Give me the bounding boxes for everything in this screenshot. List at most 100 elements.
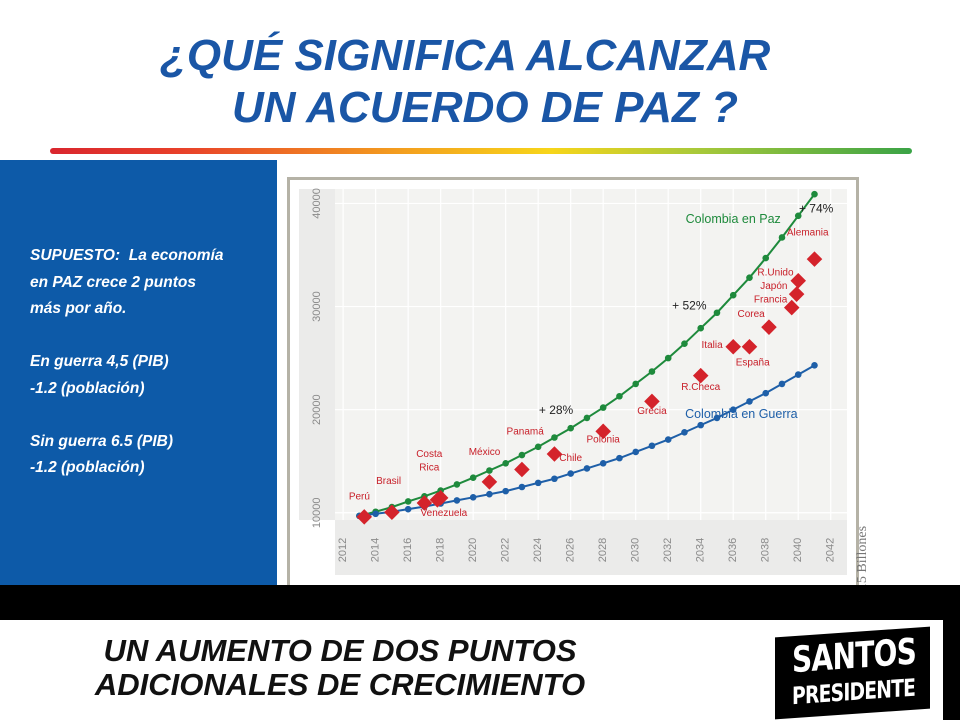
gdp-projection-chart: 2012 2014 2016 2018 2020 2022 2024 2026 2028 2030… — [299, 188, 847, 575]
war-data-point — [664, 436, 672, 443]
peace-data-point — [681, 340, 688, 347]
plot-background — [335, 189, 847, 520]
country-marker — [692, 367, 709, 384]
peace-data-point — [762, 254, 770, 262]
peace-data-point — [794, 212, 802, 220]
x-tick-label: 2032 — [662, 538, 674, 562]
title-line-1: ¿QUÉ SIGNIFICA ALCANZAR — [160, 31, 771, 80]
black-band — [0, 585, 960, 620]
peace-data-point — [713, 309, 721, 317]
x-tick-label: 2022 — [500, 538, 512, 562]
war-data-point — [502, 487, 509, 495]
x-tick-label: 2040 — [792, 538, 804, 562]
war-data-point — [697, 421, 705, 429]
x-tick-label: 2042 — [825, 538, 837, 562]
peace-data-point — [811, 190, 818, 198]
war-data-point — [794, 371, 802, 378]
war-data-point — [713, 414, 721, 422]
country-label: España — [736, 357, 770, 368]
war-data-point — [811, 362, 818, 369]
country-label: Francia — [754, 294, 788, 305]
growth-annotation: + 74% — [799, 202, 834, 216]
war-series-label: Colombia en Guerra — [685, 407, 798, 421]
x-tick-label: 2012 — [337, 538, 349, 562]
country-label: Italia — [702, 340, 724, 351]
country-label: Costa — [416, 449, 443, 460]
x-tick-label: 2018 — [435, 538, 447, 562]
war-data-point — [616, 454, 623, 462]
peace-data-point — [697, 324, 705, 332]
x-tick-label: 2034 — [695, 538, 707, 562]
country-label: Polonia — [587, 435, 621, 446]
x-tick-label: 2028 — [597, 538, 609, 562]
bottom-line-2: ADICIONALES DE CRECIMIENTO — [94, 667, 586, 702]
peace-series-label: Colombia en Paz — [686, 212, 781, 226]
x-tick-label: 2014 — [370, 538, 382, 562]
peace-data-point — [599, 404, 607, 411]
country-label: México — [469, 447, 501, 458]
war-data-point — [632, 448, 639, 456]
peace-data-point — [567, 424, 574, 432]
rainbow-divider — [50, 148, 912, 154]
x-tick-label: 2016 — [402, 538, 414, 562]
country-marker — [481, 474, 498, 490]
unit-label-text: 15 Billones — [855, 525, 871, 591]
peace-data-point — [518, 451, 526, 459]
logo-line-1: SANTOS — [792, 631, 917, 682]
war-data-point — [599, 459, 607, 467]
country-marker — [761, 319, 777, 335]
country-label: R.Unido — [757, 268, 794, 279]
x-tick-label: 2026 — [565, 538, 577, 562]
war-data-point — [518, 483, 526, 491]
x-tick-label: 2020 — [467, 538, 479, 562]
y-tick-label: 30000 — [311, 291, 323, 322]
country-label: R.Checa — [681, 382, 720, 393]
country-label: Venezuela — [421, 508, 468, 519]
country-label: Rica — [419, 463, 439, 474]
x-tick-label: 2030 — [630, 538, 642, 562]
peace-data-point — [551, 434, 558, 441]
war-data-point — [583, 465, 591, 472]
peace-data-point — [583, 414, 591, 422]
x-tick-label: 2038 — [760, 538, 772, 562]
peace-data-point — [404, 498, 412, 505]
war-data-point — [469, 494, 477, 501]
country-marker — [788, 286, 805, 302]
title-line-2: UN ACUERDO DE PAZ ? — [232, 83, 738, 132]
war-data-point — [486, 490, 493, 498]
x-tick-label: 2024 — [532, 538, 544, 562]
y-tick-label: 20000 — [311, 394, 323, 425]
peace-data-point — [469, 474, 477, 482]
country-marker — [546, 446, 563, 462]
y-axis-band — [299, 189, 335, 520]
war-data-point — [681, 429, 688, 436]
war-data-point — [551, 475, 558, 483]
war-data-point — [567, 470, 574, 477]
black-edge — [943, 585, 960, 720]
war-data-point — [453, 497, 461, 504]
peace-data-point — [486, 467, 493, 474]
bottom-line-1: UN AUMENTO DE DOS PUNTOS — [103, 633, 577, 668]
bottom-message: UN AUMENTO DE DOS PUNTOS ADICIONALES DE … — [30, 634, 650, 702]
peace-data-point — [453, 481, 461, 488]
peace-data-point — [616, 392, 623, 400]
country-label: Brasil — [376, 476, 401, 487]
war-data-point — [778, 380, 786, 388]
country-label: Alemania — [787, 227, 829, 238]
war-data-point — [729, 406, 737, 413]
war-data-point — [648, 442, 656, 450]
war-data-point — [762, 389, 770, 397]
country-label: Corea — [737, 309, 765, 320]
peace-data-point — [746, 274, 753, 281]
country-label: Chile — [559, 453, 582, 464]
peace-data-point — [632, 380, 639, 388]
growth-annotation: + 52% — [672, 299, 707, 313]
peace-data-point — [778, 234, 786, 241]
growth-annotation: + 28% — [539, 403, 574, 417]
x-tick-label: 2036 — [727, 538, 739, 562]
war-data-point — [746, 398, 753, 405]
war-data-point — [404, 505, 412, 513]
country-label: Japón — [760, 281, 787, 292]
war-data-point — [372, 510, 379, 518]
peace-data-point — [729, 291, 737, 299]
